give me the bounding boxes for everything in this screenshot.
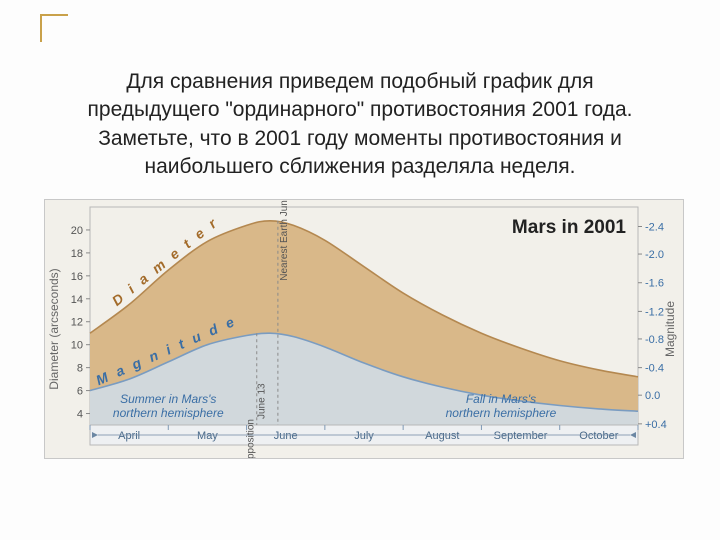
svg-text:14: 14	[71, 294, 83, 306]
svg-text:Mars in 2001: Mars in 2001	[512, 217, 626, 238]
svg-text:August: August	[425, 430, 459, 442]
svg-text:May: May	[197, 430, 218, 442]
svg-text:Opposition: Opposition	[246, 419, 257, 459]
svg-text:northern hemisphere: northern hemisphere	[113, 406, 224, 420]
svg-text:June 13: June 13	[257, 383, 268, 419]
svg-text:-2.4: -2.4	[645, 222, 664, 234]
svg-text:-1.6: -1.6	[645, 278, 664, 290]
svg-text:-0.4: -0.4	[645, 363, 664, 375]
svg-text:20: 20	[71, 225, 83, 237]
svg-text:July: July	[354, 430, 374, 442]
svg-text:+0.4: +0.4	[645, 419, 667, 431]
svg-text:Magnitude: Magnitude	[663, 301, 677, 357]
svg-text:Summer in Mars's: Summer in Mars's	[120, 392, 216, 406]
svg-text:4: 4	[77, 409, 83, 421]
svg-text:September: September	[494, 430, 548, 442]
svg-text:April: April	[118, 430, 140, 442]
svg-text:10: 10	[71, 340, 83, 352]
svg-text:northern hemisphere: northern hemisphere	[446, 406, 557, 420]
caption-paragraph: Для сравнения приведем подобный график д…	[64, 68, 656, 181]
svg-text:-2.0: -2.0	[645, 249, 664, 261]
svg-text:Diameter (arcseconds): Diameter (arcseconds)	[47, 269, 61, 390]
svg-text:Fall in Mars's: Fall in Mars's	[466, 392, 536, 406]
svg-text:16: 16	[71, 271, 83, 283]
svg-text:0.0: 0.0	[645, 391, 660, 403]
svg-text:-0.8: -0.8	[645, 334, 664, 346]
svg-text:June: June	[274, 430, 298, 442]
svg-text:18: 18	[71, 248, 83, 260]
svg-text:6: 6	[77, 386, 83, 398]
svg-text:12: 12	[71, 317, 83, 329]
svg-text:8: 8	[77, 363, 83, 375]
mars-2001-chart: 4 6 8 10 12 14 16 18 20 Diameter (arcseconds) -2.4…	[44, 199, 676, 459]
svg-text:Nearest Earth June 21: Nearest Earth June 21	[279, 199, 290, 281]
svg-text:October: October	[579, 430, 618, 442]
svg-text:-1.2: -1.2	[645, 307, 664, 319]
corner-ornament	[40, 14, 68, 42]
